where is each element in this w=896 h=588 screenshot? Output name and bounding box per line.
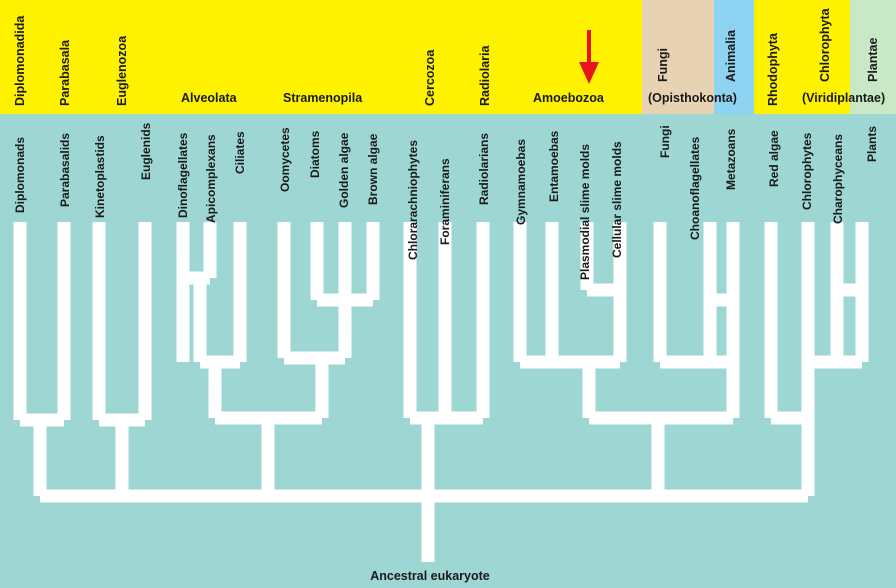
- taxon-chlorophytes: Chlorophytes: [800, 132, 814, 210]
- band-yellow-right: [754, 0, 850, 114]
- taxon-diplomonads: Diplomonads: [13, 136, 27, 213]
- taxon-red-algae: Red algae: [767, 130, 781, 187]
- branch-archaeplastida: [764, 222, 869, 496]
- branch-amoebozoa: [513, 222, 627, 418]
- band-plantae: [850, 0, 896, 114]
- taxon-charophyceans: Charophyceans: [831, 133, 845, 224]
- taxon-brown-algae: Brown algae: [366, 133, 380, 205]
- taxon-plasmodial-slime-molds: Plasmodial slime molds: [578, 143, 592, 280]
- taxon-kinetoplastids: Kinetoplastids: [93, 135, 107, 218]
- branch-euglenozoa: [92, 222, 152, 496]
- taxon-choanoflagellates: Choanoflagellates: [688, 136, 702, 240]
- root-label: Ancestral eukaryote: [370, 569, 490, 583]
- taxon-oomycetes: Oomycetes: [278, 127, 292, 192]
- band-yellow-left: [0, 0, 642, 114]
- taxon-ciliates: Ciliates: [233, 131, 247, 174]
- branch-opisthokonta: [653, 222, 740, 418]
- taxon-radiolarians: Radiolarians: [477, 132, 491, 205]
- taxon-foraminiferans: Foraminiferans: [438, 158, 452, 245]
- taxon-entamoebas: Entamoebas: [547, 130, 561, 202]
- taxon-chlorarachniophytes: Chlorarachniophytes: [406, 139, 420, 260]
- taxon-plants: Plants: [865, 125, 879, 162]
- taxon-apicomplexans: Apicomplexans: [204, 134, 218, 223]
- branch-alveolata: [176, 222, 247, 418]
- supergroup-amoebozoa: Amoebozoa: [533, 91, 604, 105]
- taxon-euglenids: Euglenids: [139, 122, 153, 180]
- taxon-gymnamoebas: Gymnamoebas: [514, 138, 528, 225]
- supergroup-stramenopila: Stramenopila: [283, 91, 363, 105]
- band-fungi: [642, 0, 714, 114]
- branch-cercozoa-radiolaria: [403, 222, 490, 496]
- taxon-parabasalids: Parabasalids: [58, 132, 72, 207]
- supergroup-opisthokonta: (Opisthokonta): [648, 91, 737, 105]
- supergroup-viridiplantae: (Viridiplantae): [802, 91, 886, 105]
- branch-amoebozoa-opisthokonta: [589, 411, 733, 496]
- branch-diplomonadida-parabasala: [13, 222, 71, 496]
- taxon-metazoans: Metazoans: [724, 128, 738, 190]
- taxon-diatoms: Diatoms: [308, 130, 322, 178]
- taxon-dinoflagellates: Dinoflagellates: [176, 132, 190, 218]
- supergroup-alveolata: Alveolata: [181, 91, 237, 105]
- branch-alveolata-stramenopila: [215, 411, 322, 496]
- branch-stramenopila: [277, 222, 380, 418]
- taxon-golden-algae: Golden algae: [337, 132, 351, 208]
- taxon-cellular-slime-molds: Cellular slime molds: [610, 141, 624, 258]
- band-animalia: [714, 0, 754, 114]
- red-arrow-icon: [579, 30, 599, 84]
- taxon-fungi: Fungi: [658, 125, 672, 158]
